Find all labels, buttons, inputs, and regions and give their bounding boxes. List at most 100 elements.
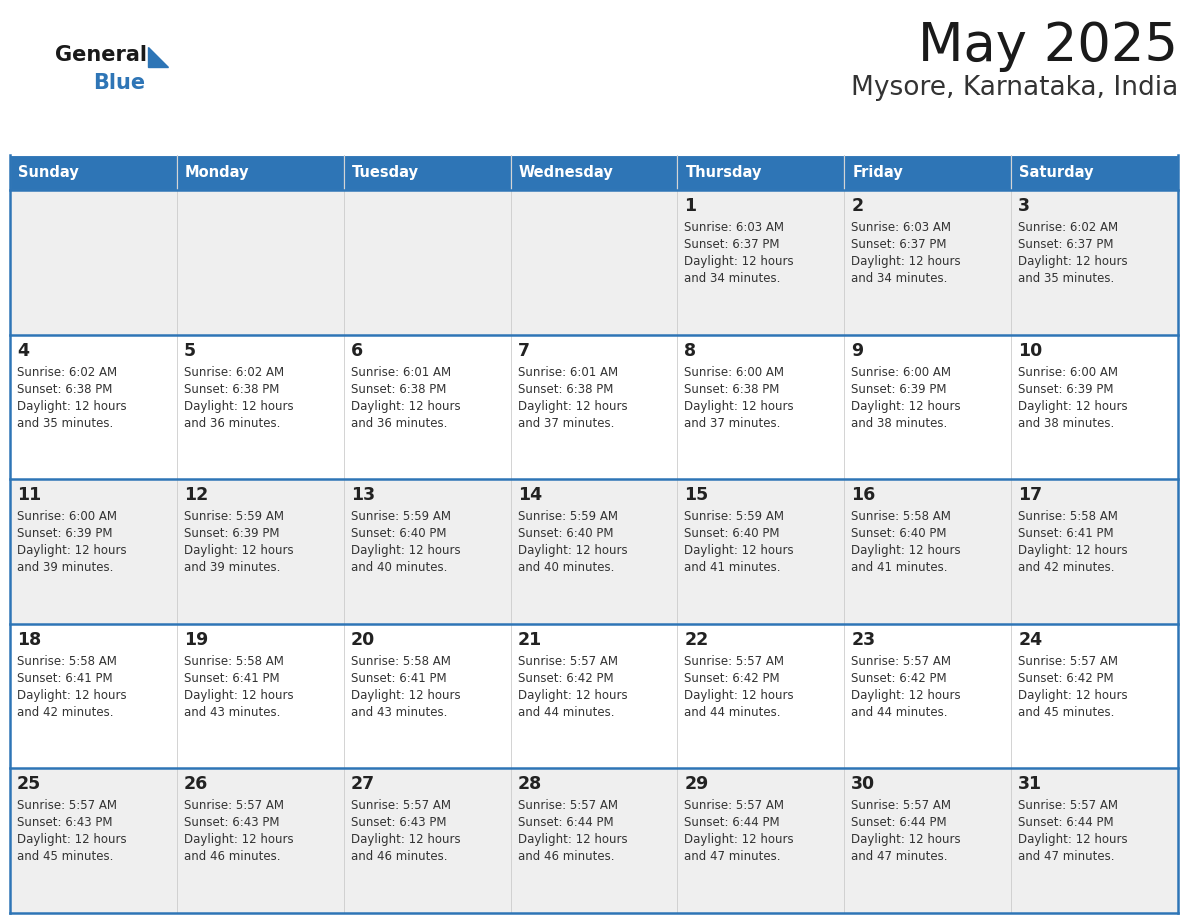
- Text: Tuesday: Tuesday: [352, 165, 418, 180]
- Text: Sunset: 6:38 PM: Sunset: 6:38 PM: [684, 383, 779, 396]
- Text: Sunrise: 5:57 AM: Sunrise: 5:57 AM: [184, 800, 284, 812]
- Text: Sunset: 6:44 PM: Sunset: 6:44 PM: [1018, 816, 1114, 829]
- Text: 1: 1: [684, 197, 696, 215]
- Bar: [511, 155, 677, 190]
- Text: 27: 27: [350, 776, 375, 793]
- Text: Daylight: 12 hours: Daylight: 12 hours: [684, 834, 794, 846]
- Text: General: General: [55, 45, 147, 65]
- Text: and 36 minutes.: and 36 minutes.: [350, 417, 447, 430]
- Text: and 46 minutes.: and 46 minutes.: [518, 850, 614, 864]
- Text: Sunrise: 6:02 AM: Sunrise: 6:02 AM: [184, 365, 284, 378]
- Text: Sunrise: 5:59 AM: Sunrise: 5:59 AM: [518, 510, 618, 523]
- Bar: [677, 155, 845, 190]
- Text: 30: 30: [852, 776, 876, 793]
- Text: Sunrise: 5:57 AM: Sunrise: 5:57 AM: [1018, 655, 1118, 667]
- Text: and 47 minutes.: and 47 minutes.: [1018, 850, 1114, 864]
- Text: and 35 minutes.: and 35 minutes.: [17, 417, 113, 430]
- Text: Sunrise: 6:03 AM: Sunrise: 6:03 AM: [852, 221, 952, 234]
- Bar: [10, 624, 1178, 768]
- Text: Sunset: 6:37 PM: Sunset: 6:37 PM: [852, 238, 947, 251]
- Text: May 2025: May 2025: [918, 20, 1178, 72]
- Text: and 36 minutes.: and 36 minutes.: [184, 417, 280, 430]
- Text: and 38 minutes.: and 38 minutes.: [1018, 417, 1114, 430]
- Text: and 35 minutes.: and 35 minutes.: [1018, 272, 1114, 285]
- Text: Sunrise: 5:57 AM: Sunrise: 5:57 AM: [518, 655, 618, 667]
- Text: Daylight: 12 hours: Daylight: 12 hours: [852, 255, 961, 268]
- Text: 9: 9: [852, 341, 864, 360]
- Text: and 47 minutes.: and 47 minutes.: [852, 850, 948, 864]
- Text: 8: 8: [684, 341, 696, 360]
- Bar: [845, 155, 1011, 190]
- Text: and 37 minutes.: and 37 minutes.: [518, 417, 614, 430]
- Text: Sunrise: 6:02 AM: Sunrise: 6:02 AM: [1018, 221, 1118, 234]
- Bar: [177, 155, 343, 190]
- Text: 12: 12: [184, 487, 208, 504]
- Text: 22: 22: [684, 631, 709, 649]
- Text: Sunset: 6:44 PM: Sunset: 6:44 PM: [852, 816, 947, 829]
- Text: Sunset: 6:41 PM: Sunset: 6:41 PM: [184, 672, 279, 685]
- Text: and 39 minutes.: and 39 minutes.: [184, 561, 280, 574]
- Text: Sunrise: 5:58 AM: Sunrise: 5:58 AM: [852, 510, 952, 523]
- Text: Daylight: 12 hours: Daylight: 12 hours: [1018, 255, 1127, 268]
- Bar: [10, 155, 177, 190]
- Text: Sunrise: 5:57 AM: Sunrise: 5:57 AM: [350, 800, 450, 812]
- Text: and 43 minutes.: and 43 minutes.: [350, 706, 447, 719]
- Text: and 44 minutes.: and 44 minutes.: [518, 706, 614, 719]
- Text: Sunset: 6:39 PM: Sunset: 6:39 PM: [852, 383, 947, 396]
- Text: and 46 minutes.: and 46 minutes.: [350, 850, 447, 864]
- Text: Sunset: 6:43 PM: Sunset: 6:43 PM: [17, 816, 113, 829]
- Text: 16: 16: [852, 487, 876, 504]
- Text: Daylight: 12 hours: Daylight: 12 hours: [1018, 834, 1127, 846]
- Text: Daylight: 12 hours: Daylight: 12 hours: [852, 544, 961, 557]
- Bar: [1011, 155, 1178, 190]
- Text: Daylight: 12 hours: Daylight: 12 hours: [518, 688, 627, 701]
- Text: Sunset: 6:42 PM: Sunset: 6:42 PM: [852, 672, 947, 685]
- Text: Sunrise: 6:00 AM: Sunrise: 6:00 AM: [852, 365, 952, 378]
- Text: Daylight: 12 hours: Daylight: 12 hours: [17, 544, 127, 557]
- Text: Daylight: 12 hours: Daylight: 12 hours: [1018, 688, 1127, 701]
- Text: Sunset: 6:38 PM: Sunset: 6:38 PM: [518, 383, 613, 396]
- Text: Mysore, Karnataka, India: Mysore, Karnataka, India: [851, 75, 1178, 101]
- Text: and 45 minutes.: and 45 minutes.: [1018, 706, 1114, 719]
- Text: and 44 minutes.: and 44 minutes.: [684, 706, 781, 719]
- Text: Sunrise: 5:57 AM: Sunrise: 5:57 AM: [684, 655, 784, 667]
- Text: and 47 minutes.: and 47 minutes.: [684, 850, 781, 864]
- Text: and 44 minutes.: and 44 minutes.: [852, 706, 948, 719]
- Text: 24: 24: [1018, 631, 1042, 649]
- Text: Daylight: 12 hours: Daylight: 12 hours: [684, 688, 794, 701]
- Text: Daylight: 12 hours: Daylight: 12 hours: [350, 688, 460, 701]
- Text: Sunset: 6:43 PM: Sunset: 6:43 PM: [184, 816, 279, 829]
- Text: Daylight: 12 hours: Daylight: 12 hours: [17, 399, 127, 412]
- Text: Sunrise: 6:02 AM: Sunrise: 6:02 AM: [17, 365, 118, 378]
- Text: Daylight: 12 hours: Daylight: 12 hours: [684, 255, 794, 268]
- Polygon shape: [148, 47, 168, 67]
- Text: 25: 25: [17, 776, 42, 793]
- Text: Sunrise: 5:57 AM: Sunrise: 5:57 AM: [518, 800, 618, 812]
- Text: Sunset: 6:38 PM: Sunset: 6:38 PM: [17, 383, 113, 396]
- Bar: [10, 190, 1178, 334]
- Text: 20: 20: [350, 631, 375, 649]
- Text: 31: 31: [1018, 776, 1042, 793]
- Text: Daylight: 12 hours: Daylight: 12 hours: [184, 834, 293, 846]
- Text: and 43 minutes.: and 43 minutes.: [184, 706, 280, 719]
- Text: Sunset: 6:37 PM: Sunset: 6:37 PM: [1018, 238, 1113, 251]
- Text: Daylight: 12 hours: Daylight: 12 hours: [350, 834, 460, 846]
- Text: 13: 13: [350, 487, 375, 504]
- Bar: [343, 155, 511, 190]
- Text: and 39 minutes.: and 39 minutes.: [17, 561, 113, 574]
- Text: Sunset: 6:39 PM: Sunset: 6:39 PM: [184, 527, 279, 540]
- Text: 21: 21: [518, 631, 542, 649]
- Text: 11: 11: [17, 487, 42, 504]
- Text: Sunset: 6:41 PM: Sunset: 6:41 PM: [350, 672, 447, 685]
- Text: Sunset: 6:37 PM: Sunset: 6:37 PM: [684, 238, 781, 251]
- Text: 26: 26: [184, 776, 208, 793]
- Text: Saturday: Saturday: [1019, 165, 1094, 180]
- Text: and 40 minutes.: and 40 minutes.: [518, 561, 614, 574]
- Text: Daylight: 12 hours: Daylight: 12 hours: [852, 834, 961, 846]
- Text: Daylight: 12 hours: Daylight: 12 hours: [518, 544, 627, 557]
- Text: Daylight: 12 hours: Daylight: 12 hours: [184, 688, 293, 701]
- Text: Sunrise: 5:58 AM: Sunrise: 5:58 AM: [350, 655, 450, 667]
- Text: Sunset: 6:40 PM: Sunset: 6:40 PM: [350, 527, 447, 540]
- Text: Daylight: 12 hours: Daylight: 12 hours: [1018, 399, 1127, 412]
- Text: 6: 6: [350, 341, 362, 360]
